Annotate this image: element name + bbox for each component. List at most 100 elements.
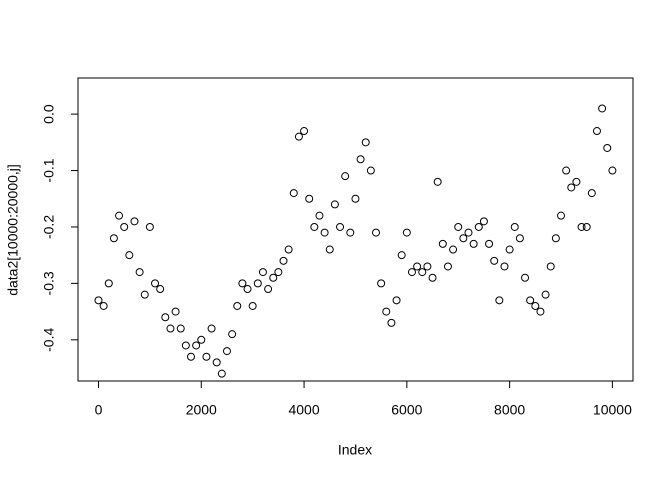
point xyxy=(495,296,504,305)
point xyxy=(526,296,535,305)
point xyxy=(433,177,442,186)
point xyxy=(315,211,324,220)
point xyxy=(510,222,519,231)
point xyxy=(243,285,252,294)
x-axis-label: Index xyxy=(338,442,372,458)
point xyxy=(145,222,154,231)
point xyxy=(217,369,226,378)
point xyxy=(300,127,309,136)
point xyxy=(99,301,108,310)
point xyxy=(479,217,488,226)
point xyxy=(156,285,165,294)
point xyxy=(228,330,237,339)
point xyxy=(469,239,478,248)
point xyxy=(294,132,303,141)
y-tick-label: 0.0 xyxy=(41,104,57,124)
point xyxy=(212,358,221,367)
point xyxy=(562,166,571,175)
point xyxy=(377,279,386,288)
point xyxy=(485,239,494,248)
point xyxy=(382,307,391,316)
point xyxy=(181,341,190,350)
point xyxy=(94,296,103,305)
point xyxy=(598,104,607,113)
point xyxy=(258,268,267,277)
point xyxy=(135,268,144,277)
point xyxy=(109,234,118,243)
point xyxy=(222,347,231,356)
point xyxy=(531,301,540,310)
point xyxy=(608,166,617,175)
point xyxy=(577,222,586,231)
point xyxy=(392,296,401,305)
point xyxy=(356,155,365,164)
x-tick-label: 8000 xyxy=(494,402,525,418)
point xyxy=(151,279,160,288)
point xyxy=(474,222,483,231)
point xyxy=(264,285,273,294)
point xyxy=(587,189,596,198)
x-tick-label: 0 xyxy=(95,402,103,418)
point xyxy=(305,194,314,203)
plot-box xyxy=(77,77,634,382)
point xyxy=(546,262,555,271)
point xyxy=(567,183,576,192)
point xyxy=(449,245,458,254)
point xyxy=(387,318,396,327)
x-tick-label: 10000 xyxy=(593,402,632,418)
y-tick-label: -0.2 xyxy=(41,215,57,239)
point xyxy=(521,273,530,282)
point xyxy=(464,228,473,237)
point xyxy=(407,268,416,277)
point xyxy=(500,262,509,271)
point xyxy=(603,143,612,152)
point xyxy=(582,222,591,231)
point xyxy=(253,279,262,288)
point xyxy=(284,245,293,254)
point xyxy=(104,279,113,288)
point xyxy=(171,307,180,316)
point xyxy=(346,228,355,237)
point xyxy=(238,279,247,288)
point xyxy=(197,335,206,344)
point xyxy=(536,307,545,316)
point xyxy=(397,251,406,260)
point xyxy=(187,352,196,361)
point xyxy=(325,245,334,254)
point xyxy=(490,256,499,265)
point xyxy=(233,301,242,310)
point xyxy=(351,194,360,203)
point xyxy=(289,189,298,198)
y-tick-label: -0.4 xyxy=(41,328,57,352)
point xyxy=(248,301,257,310)
point xyxy=(557,211,566,220)
point xyxy=(130,217,139,226)
point xyxy=(341,172,350,181)
point xyxy=(279,256,288,265)
point xyxy=(120,222,129,231)
point xyxy=(361,138,370,147)
y-axis-label: data2[10000:20000,j] xyxy=(5,164,21,296)
point xyxy=(443,262,452,271)
point xyxy=(459,234,468,243)
point xyxy=(505,245,514,254)
point xyxy=(336,222,345,231)
point xyxy=(423,262,432,271)
point xyxy=(207,324,216,333)
point xyxy=(310,222,319,231)
point xyxy=(551,234,560,243)
point xyxy=(166,324,175,333)
x-tick-label: 6000 xyxy=(391,402,422,418)
point xyxy=(592,127,601,136)
point xyxy=(372,228,381,237)
point xyxy=(140,290,149,299)
point xyxy=(192,341,201,350)
point xyxy=(125,251,134,260)
point xyxy=(269,273,278,282)
point xyxy=(274,268,283,277)
point xyxy=(115,211,124,220)
point xyxy=(366,166,375,175)
point xyxy=(428,273,437,282)
point xyxy=(572,177,581,186)
